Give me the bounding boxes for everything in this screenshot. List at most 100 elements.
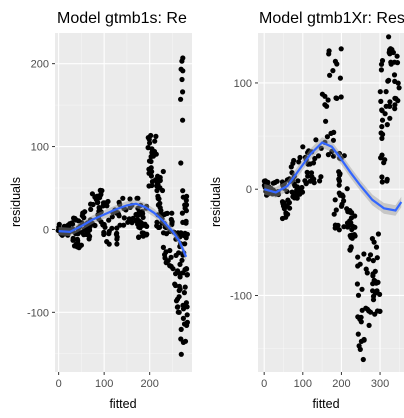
right-point: [346, 222, 352, 228]
left-point: [180, 117, 186, 123]
right-point: [352, 233, 358, 239]
left-point: [163, 249, 169, 255]
left-point: [106, 228, 112, 234]
right-point: [330, 68, 336, 74]
left-point: [184, 193, 190, 199]
right-point: [281, 200, 287, 206]
right-x-tick-label: 0: [261, 378, 267, 390]
right-point: [381, 160, 387, 166]
left-point: [100, 222, 106, 228]
right-point: [337, 192, 343, 198]
left-point: [150, 153, 156, 159]
right-point: [291, 157, 297, 164]
left-point: [109, 214, 115, 220]
left-point: [182, 241, 188, 247]
right-point: [335, 222, 341, 228]
left-point: [94, 193, 100, 199]
left-y-tick-label: 200: [31, 59, 49, 71]
left-point: [178, 326, 184, 332]
right-point: [369, 236, 375, 242]
right-point: [336, 178, 342, 184]
left-point: [183, 218, 189, 224]
right-point: [303, 181, 309, 187]
right-point: [377, 291, 383, 297]
right-point: [310, 160, 317, 166]
left-point: [76, 244, 82, 250]
right-point: [392, 106, 398, 112]
left-x-tick-label: 100: [95, 378, 113, 390]
right-point: [309, 174, 315, 180]
right-point: [387, 115, 393, 121]
left-point: [149, 182, 155, 189]
right-point: [392, 102, 398, 108]
right-point: [387, 99, 393, 105]
right-point: [370, 258, 376, 264]
right-point: [396, 85, 402, 91]
left-point: [170, 266, 176, 272]
right-point: [374, 255, 380, 261]
left-point: [184, 231, 190, 237]
right-point: [374, 308, 381, 314]
left-point: [160, 168, 166, 175]
right-point: [306, 148, 312, 154]
left-point: [180, 68, 186, 74]
left-point: [56, 225, 62, 231]
left-point: [173, 252, 179, 258]
right-point: [333, 207, 339, 213]
left-point: [154, 183, 160, 189]
left-point: [95, 199, 101, 205]
right-point: [354, 281, 360, 287]
right-point: [308, 170, 315, 176]
left-point: [144, 223, 150, 229]
left-point: [154, 187, 160, 194]
right-point: [366, 322, 372, 328]
right-point: [281, 204, 288, 210]
left-points: [55, 55, 190, 357]
right-point: [361, 336, 367, 343]
left-point: [179, 257, 185, 263]
right-x-tick-label: 100: [294, 378, 312, 390]
right-point: [383, 89, 389, 95]
right-point: [297, 154, 303, 161]
right-point: [266, 191, 272, 197]
left-point: [168, 254, 174, 260]
right-plot: 0 100 200 300 -100 0 100 Model gtmb1Xr: Res fi…: [209, 10, 404, 411]
right-point: [373, 280, 379, 286]
right-point: [361, 251, 367, 257]
right-point: [305, 173, 311, 179]
left-point: [134, 195, 140, 201]
left-point: [155, 202, 161, 208]
right-point: [336, 227, 342, 233]
right-point: [355, 331, 361, 337]
left-point: [180, 315, 186, 321]
right-y-tick-label: -100: [230, 290, 252, 302]
right-point: [352, 213, 358, 219]
right-point: [357, 346, 363, 352]
left-point: [84, 231, 90, 238]
right-point: [366, 256, 372, 262]
right-point: [304, 169, 310, 175]
left-point: [178, 230, 184, 236]
right-tick-labels: 0 100 200 300 -100 0 100: [230, 78, 389, 390]
left-point: [167, 263, 173, 269]
left-point: [121, 222, 127, 228]
left-y-tick-label: 100: [31, 142, 49, 154]
right-point: [338, 203, 345, 209]
left-point: [143, 232, 149, 238]
right-point: [384, 178, 390, 184]
left-point: [184, 272, 190, 278]
right-y-tick-label: 0: [246, 184, 252, 196]
right-point: [332, 197, 338, 203]
right-point: [386, 34, 392, 40]
right-point: [377, 89, 383, 95]
left-point: [114, 236, 120, 242]
right-y-tick-label: 100: [234, 78, 252, 90]
left-point: [180, 55, 186, 61]
right-point: [336, 182, 342, 188]
right-point: [378, 67, 384, 73]
right-point: [305, 161, 311, 167]
right-point: [317, 178, 323, 184]
left-point: [178, 160, 184, 166]
right-point: [319, 91, 325, 97]
left-point: [178, 336, 184, 342]
